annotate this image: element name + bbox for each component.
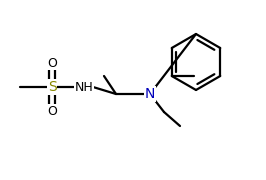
Text: N: N [145, 87, 155, 101]
Text: O: O [47, 105, 57, 118]
Text: O: O [47, 57, 57, 69]
Text: S: S [48, 80, 56, 94]
Text: NH: NH [75, 80, 93, 93]
